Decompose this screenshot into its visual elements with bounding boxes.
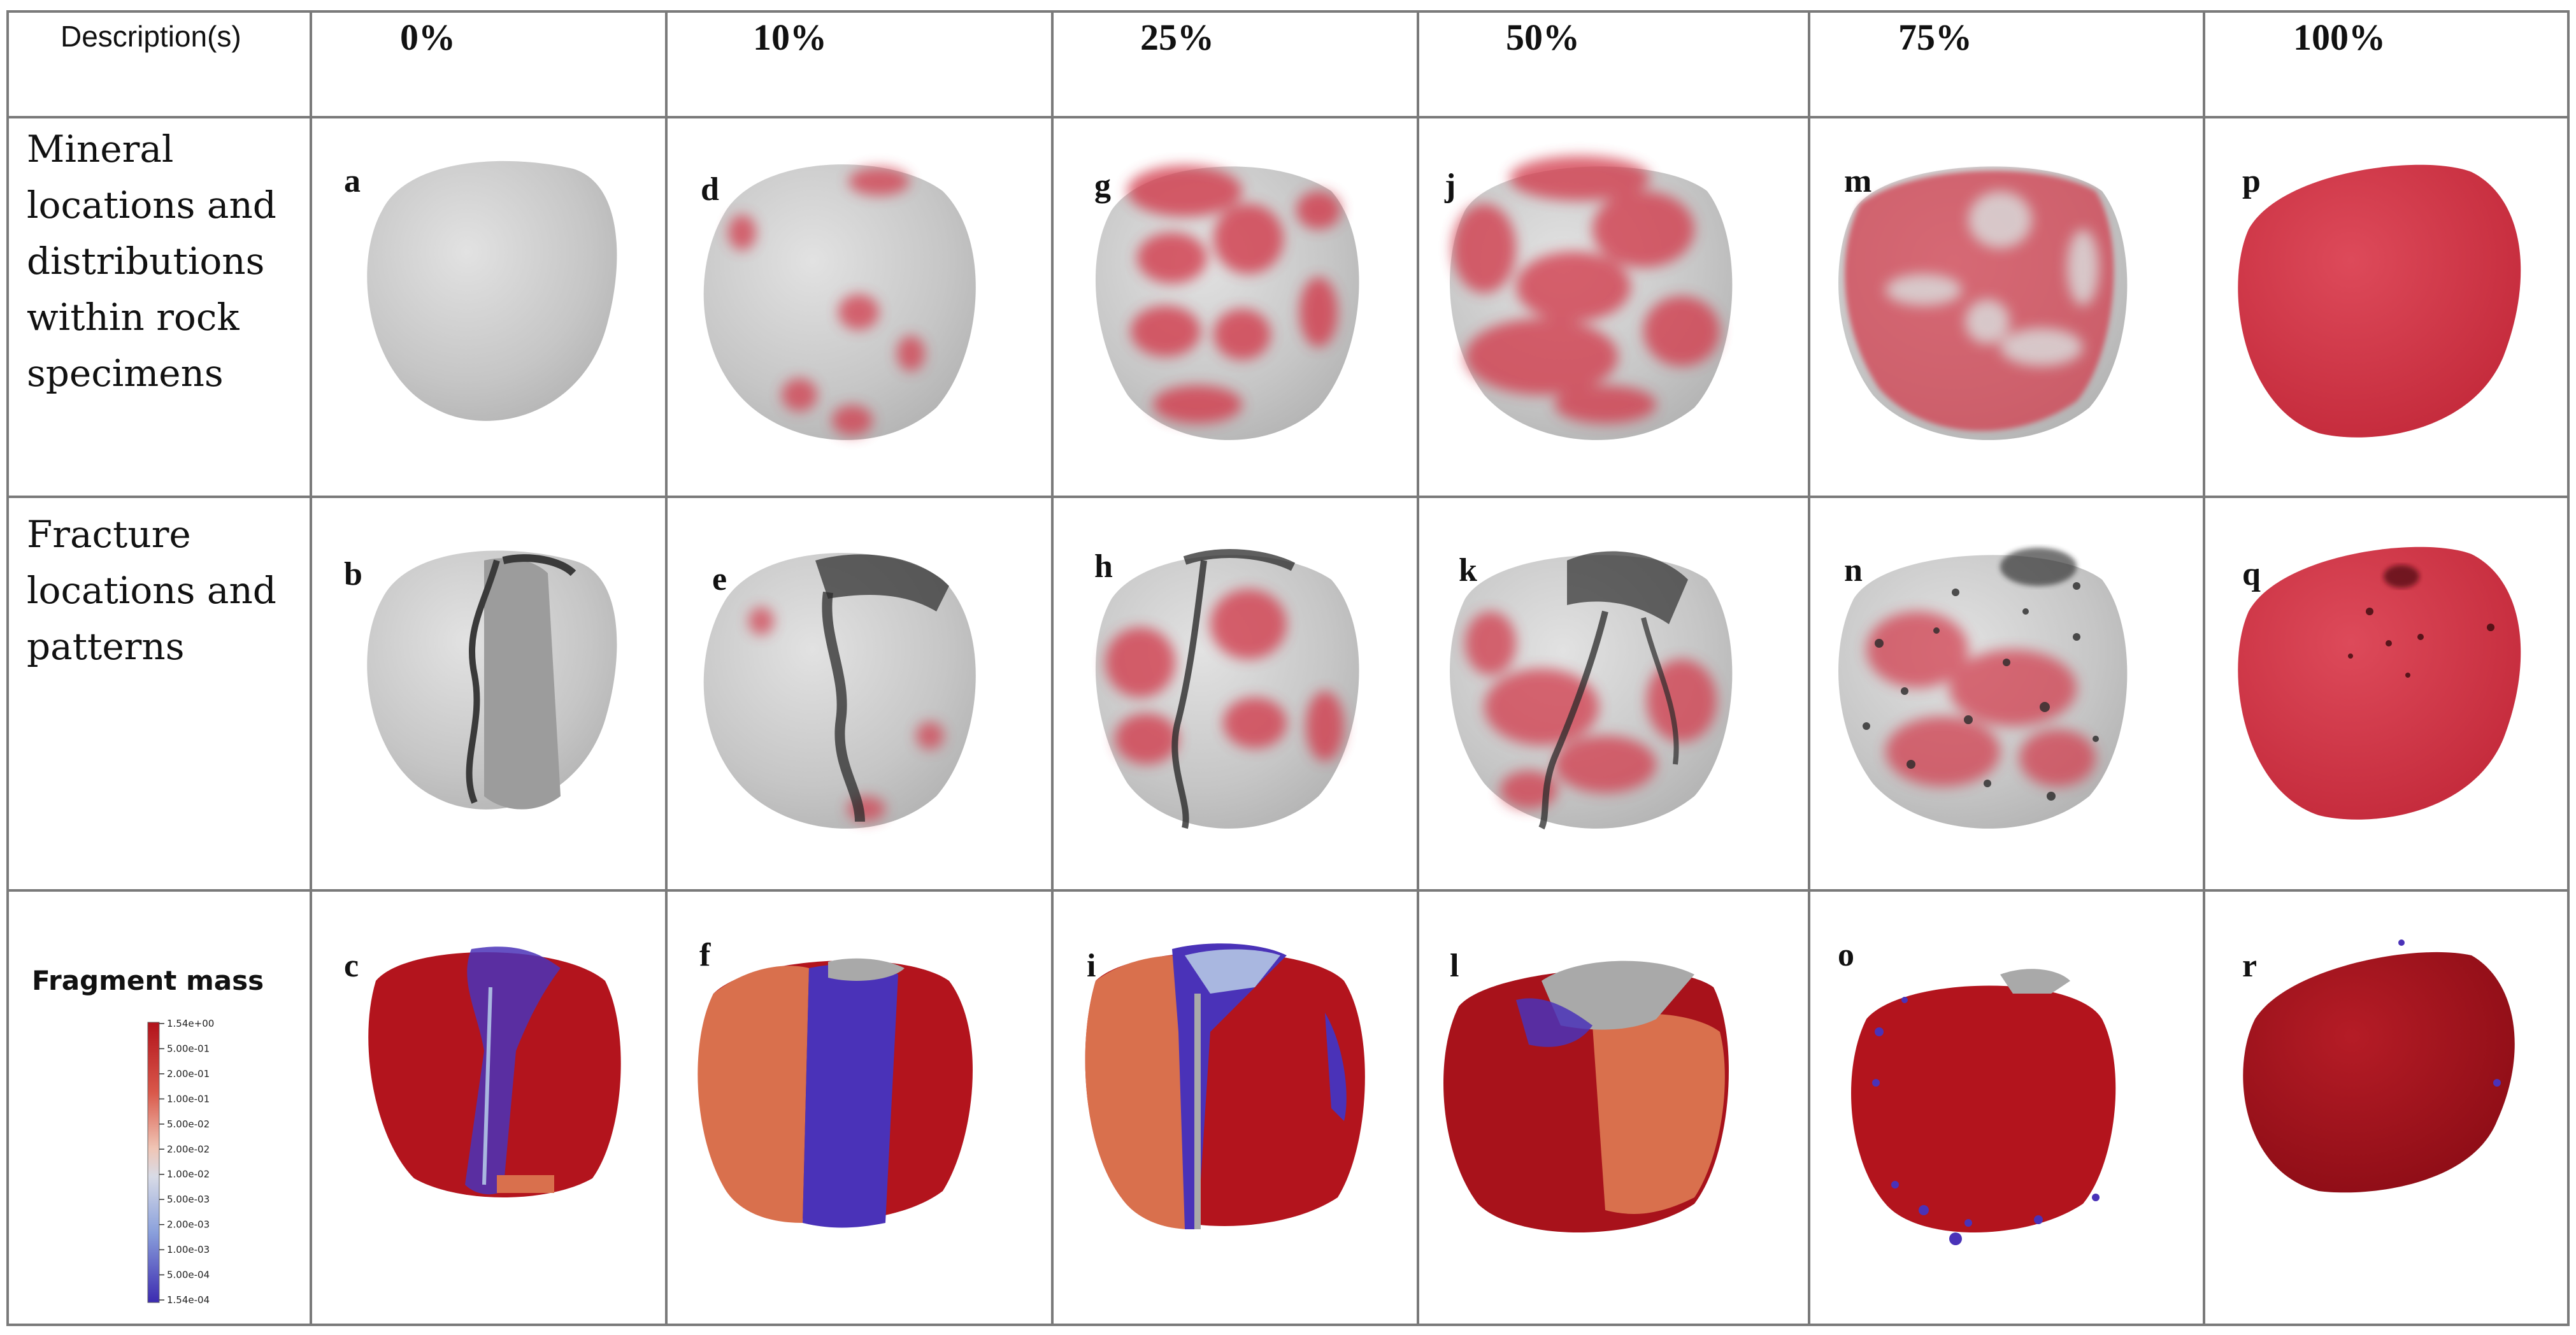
header-col-25: 25% — [1140, 17, 1214, 58]
panel-letter-j: j — [1445, 168, 1456, 204]
row-label-line: Mineral — [27, 127, 174, 171]
panel-b — [367, 550, 617, 810]
panel-c — [368, 946, 621, 1197]
panel-q — [2238, 546, 2521, 820]
panel-letter-e: e — [712, 561, 727, 597]
panel-p — [2238, 164, 2521, 438]
panel-f — [698, 958, 973, 1228]
panel-letter-i: i — [1087, 948, 1096, 984]
row-label-line: Fracture — [27, 513, 191, 556]
panel-d — [703, 164, 976, 440]
panel-g — [1095, 166, 1359, 440]
header-col-10: 10% — [753, 17, 827, 58]
legend-tick-label: 2.00e-03 — [167, 1219, 210, 1231]
header-col-0: 0% — [400, 17, 455, 58]
panel-letter-b: b — [344, 556, 362, 592]
header-col-50: 50% — [1506, 17, 1580, 58]
panel-letter-c: c — [344, 948, 359, 984]
legend-tick-label: 1.00e-01 — [167, 1093, 210, 1104]
row-label-line: specimens — [27, 352, 224, 395]
legend-tick-label: 5.00e-04 — [167, 1269, 210, 1281]
panel-j — [1450, 156, 1733, 440]
panel-letter-n: n — [1844, 552, 1863, 589]
panel-k — [1450, 551, 1733, 830]
row-label-line: locations and — [27, 183, 276, 227]
panel-letter-g: g — [1094, 168, 1111, 204]
panel-r — [2243, 939, 2515, 1193]
legend-tick-label: 5.00e-03 — [167, 1194, 210, 1205]
table-grid — [6, 10, 2570, 1326]
panel-letter-r: r — [2242, 948, 2258, 984]
panel-h — [1095, 549, 1359, 829]
panel-letter-a: a — [344, 163, 361, 199]
header-col-75: 75% — [1898, 17, 1972, 58]
legend-colorbar — [147, 1022, 160, 1303]
row-label-line: distributions — [27, 239, 265, 283]
legend-tick-label: 5.00e-01 — [167, 1043, 210, 1054]
panel-i — [1085, 943, 1365, 1229]
row-label-line: patterns — [27, 625, 185, 668]
legend-tick-label: 1.54e-04 — [167, 1294, 210, 1306]
row-label-mineral: Mineral locations and distributions with… — [27, 121, 307, 401]
panel-letter-m: m — [1844, 163, 1872, 199]
panel-m — [1838, 166, 2128, 440]
legend-tick-label: 1.00e-03 — [167, 1244, 210, 1255]
legend-tick-label: 1.54e+00 — [167, 1018, 214, 1029]
panel-letter-p: p — [2242, 163, 2261, 199]
legend-ticks: 1.54e+00 5.00e-01 2.00e-01 1.00e-01 5.00e-02… — [159, 1018, 214, 1306]
panel-letter-h: h — [1094, 548, 1113, 585]
header-col-100: 100% — [2293, 17, 2386, 58]
panel-letter-o: o — [1838, 937, 1854, 973]
panel-letter-k: k — [1459, 552, 1477, 589]
panel-letter-d: d — [701, 171, 719, 208]
panel-l — [1443, 960, 1729, 1232]
panel-e — [703, 553, 976, 829]
panel-o — [1851, 969, 2116, 1245]
panel-letter-q: q — [2242, 556, 2261, 592]
row-label-fracture: Fracture locations and patterns — [27, 506, 307, 675]
panel-letter-f: f — [699, 937, 711, 973]
legend-tick-label: 2.00e-02 — [167, 1143, 210, 1155]
header-description: Description(s) — [61, 20, 241, 53]
panel-letter-l: l — [1450, 948, 1459, 984]
row-label-line: locations and — [27, 569, 276, 612]
legend-tick-label: 5.00e-02 — [167, 1118, 210, 1130]
legend-title: Fragment mass — [32, 965, 264, 996]
panel-n — [1838, 548, 2128, 829]
row-label-line: within rock — [27, 296, 240, 339]
legend-tick-label: 2.00e-01 — [167, 1068, 210, 1080]
panel-a — [367, 161, 617, 421]
legend-tick-label: 1.00e-02 — [167, 1169, 210, 1180]
